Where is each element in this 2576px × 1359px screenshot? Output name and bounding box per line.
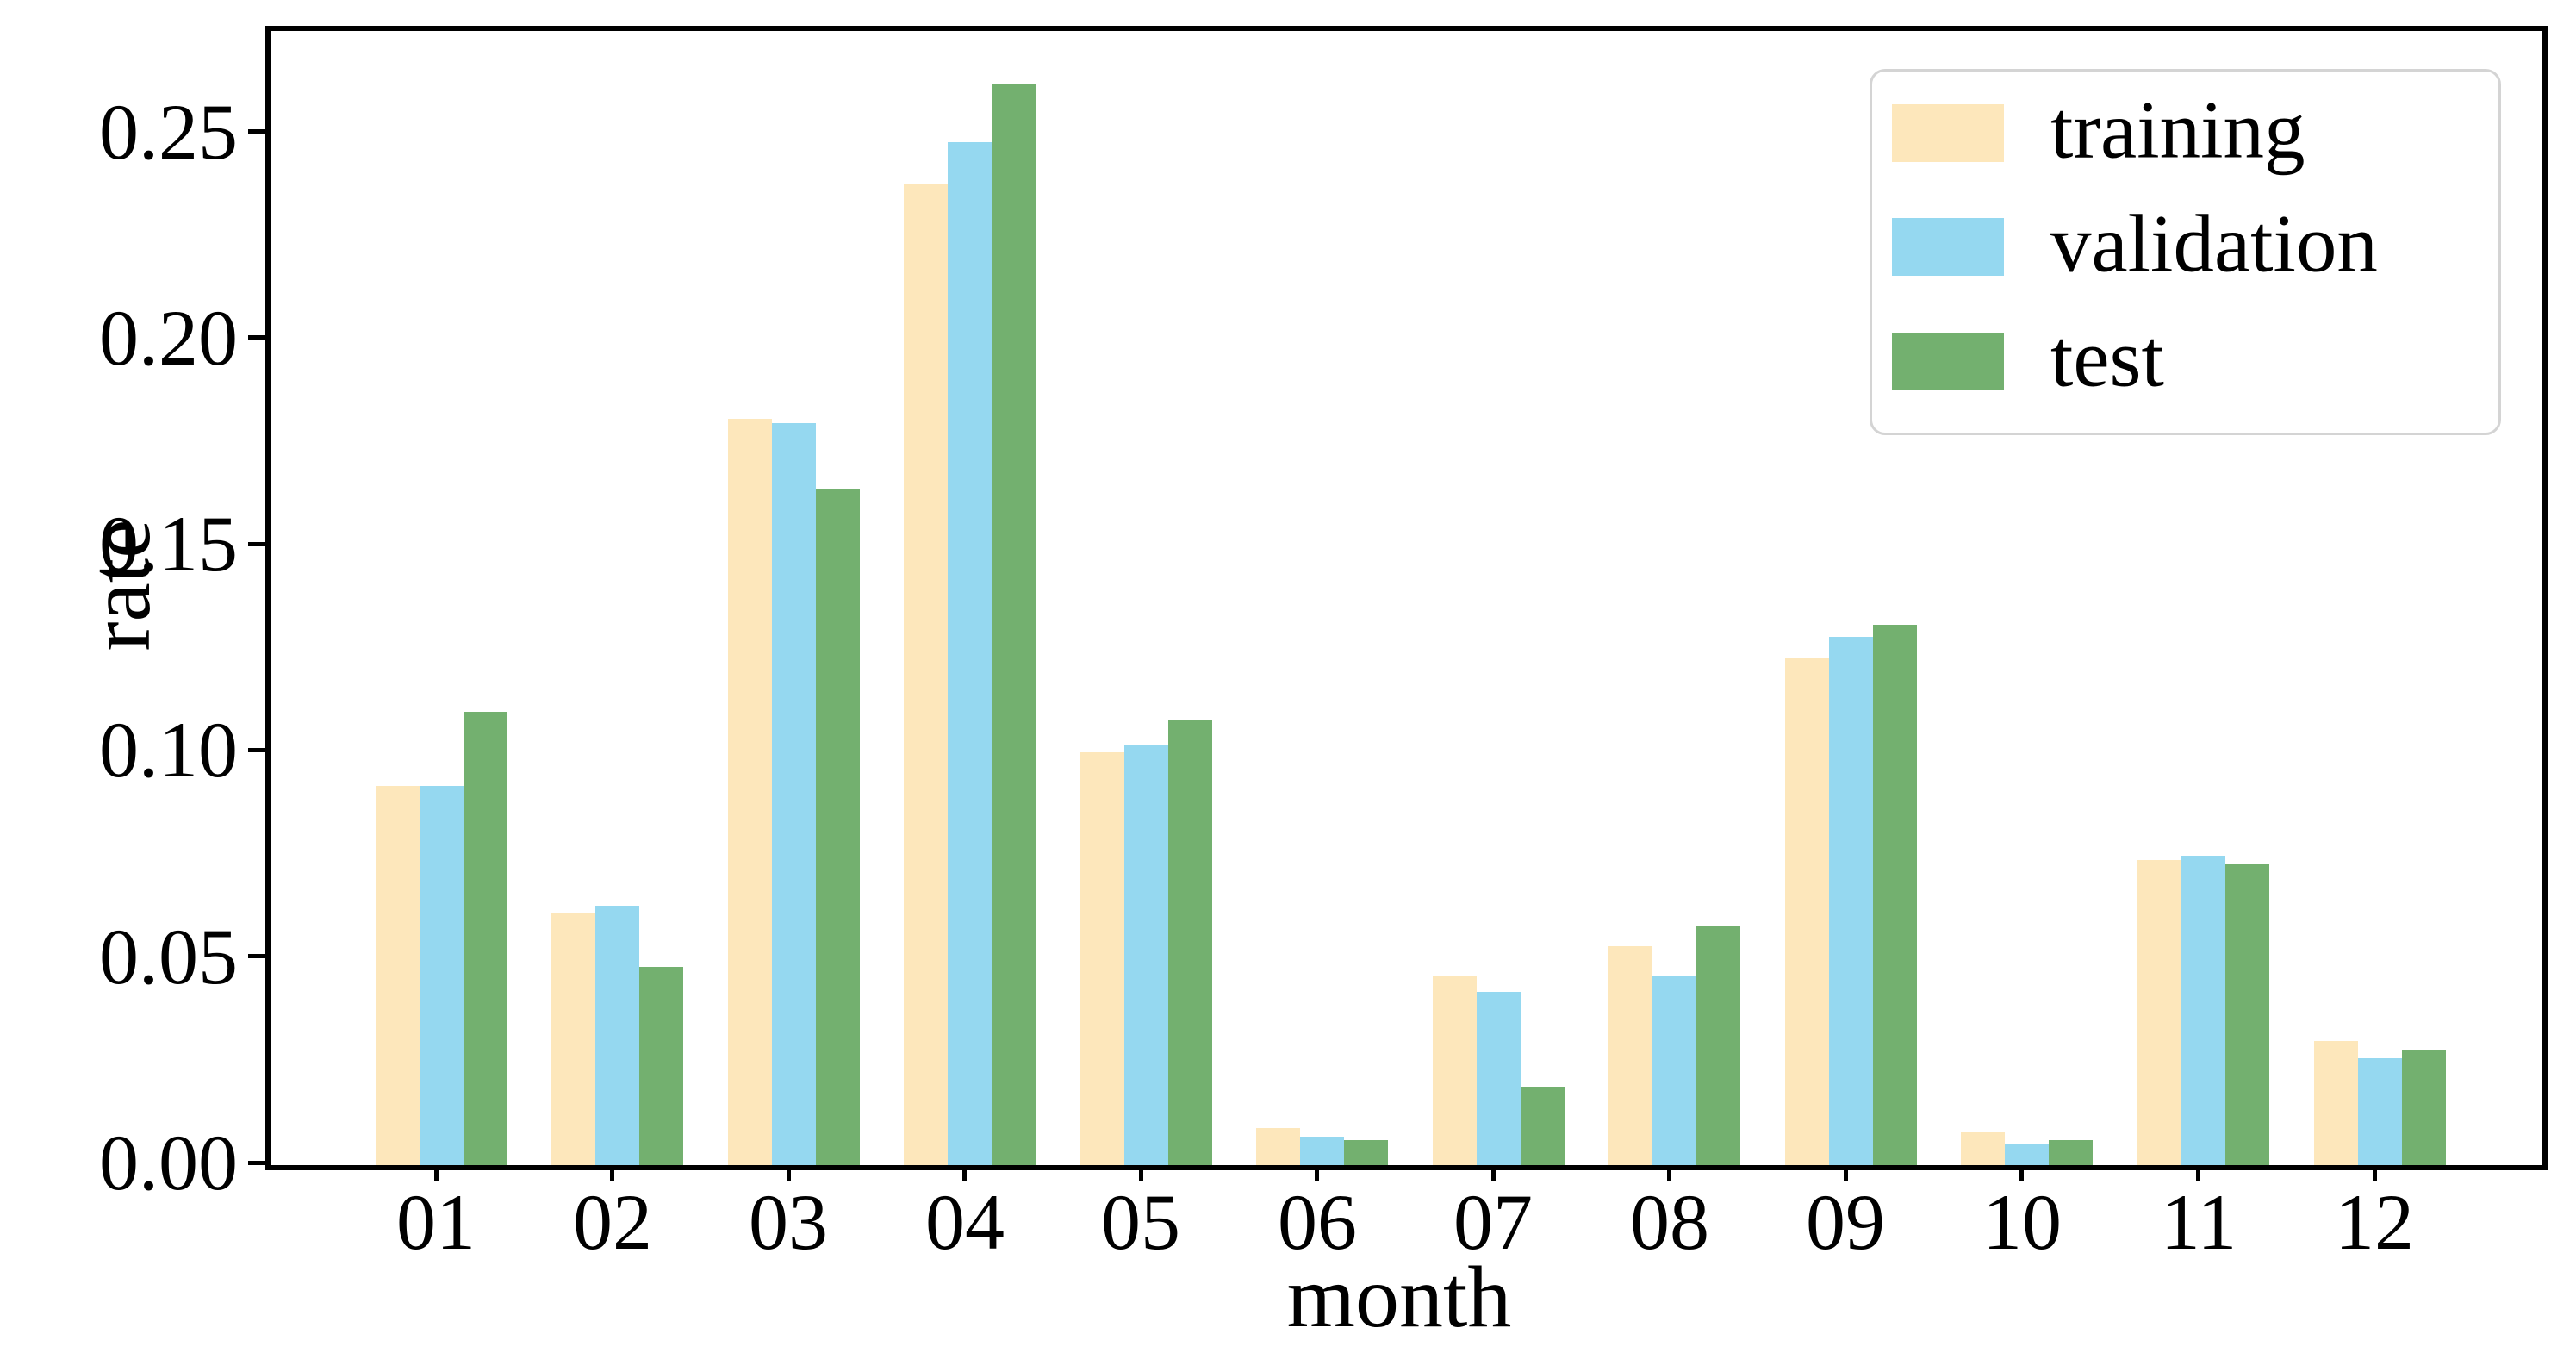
test-swatch bbox=[1892, 333, 2004, 390]
x-axis-title: month bbox=[1286, 1249, 1512, 1346]
bar-training-08 bbox=[1608, 946, 1653, 1165]
bar-training-06 bbox=[1256, 1128, 1301, 1165]
x-tick-label-08: 08 bbox=[1630, 1178, 1709, 1266]
y-tick-label: 0.15 bbox=[99, 500, 238, 588]
bar-training-09 bbox=[1784, 658, 1829, 1165]
x-tick-label-10: 10 bbox=[1982, 1178, 2062, 1266]
bar-training-10 bbox=[1961, 1132, 2006, 1165]
bar-training-02 bbox=[551, 913, 596, 1165]
x-tick-label-05: 05 bbox=[1101, 1178, 1180, 1266]
training-swatch bbox=[1892, 104, 2004, 162]
y-tick-mark bbox=[248, 748, 265, 752]
y-tick-mark bbox=[248, 954, 265, 958]
bar-training-12 bbox=[2313, 1041, 2358, 1165]
bar-training-11 bbox=[2137, 860, 2181, 1165]
x-tick-mark bbox=[1844, 1165, 1848, 1181]
bar-validation-11 bbox=[2181, 856, 2225, 1165]
legend-item-training: training bbox=[1872, 89, 2498, 171]
x-tick-label-03: 03 bbox=[749, 1178, 828, 1266]
x-tick-mark bbox=[1139, 1165, 1143, 1181]
y-tick-mark bbox=[248, 129, 265, 134]
x-tick-label-11: 11 bbox=[2160, 1178, 2237, 1266]
bar-test-07 bbox=[1520, 1087, 1565, 1165]
legend-label-validation: validation bbox=[2050, 197, 2378, 290]
y-axis-title: rate bbox=[72, 519, 169, 651]
bar-validation-09 bbox=[1828, 637, 1873, 1165]
bar-validation-03 bbox=[771, 423, 816, 1165]
y-tick-mark bbox=[248, 335, 265, 340]
bar-test-10 bbox=[2049, 1140, 2094, 1165]
validation-swatch bbox=[1892, 218, 2004, 276]
x-tick-mark bbox=[787, 1165, 791, 1181]
bar-validation-08 bbox=[1652, 976, 1697, 1165]
y-tick-label: 0.00 bbox=[99, 1119, 238, 1206]
bar-validation-12 bbox=[2357, 1058, 2402, 1165]
bar-test-03 bbox=[815, 489, 860, 1165]
x-tick-label-01: 01 bbox=[396, 1178, 476, 1266]
bar-training-07 bbox=[1432, 976, 1477, 1165]
x-tick-mark bbox=[1667, 1165, 1671, 1181]
y-tick-label: 0.10 bbox=[99, 706, 238, 794]
bar-training-03 bbox=[727, 419, 772, 1165]
legend-item-validation: validation bbox=[1872, 203, 2498, 284]
bar-test-11 bbox=[2225, 864, 2269, 1165]
bar-training-05 bbox=[1080, 752, 1124, 1165]
x-tick-mark bbox=[434, 1165, 439, 1181]
bar-validation-04 bbox=[948, 142, 992, 1165]
bar-validation-05 bbox=[1123, 745, 1168, 1165]
bar-validation-01 bbox=[419, 786, 464, 1165]
legend-item-test: test bbox=[1872, 317, 2498, 399]
x-tick-mark bbox=[2373, 1165, 2377, 1181]
bar-test-08 bbox=[1696, 926, 1741, 1165]
x-tick-mark bbox=[1491, 1165, 1496, 1181]
bar-test-05 bbox=[1167, 720, 1212, 1165]
legend-label-training: training bbox=[2050, 84, 2305, 176]
x-tick-label-04: 04 bbox=[925, 1178, 1005, 1266]
bar-validation-02 bbox=[595, 906, 640, 1165]
bar-test-04 bbox=[992, 84, 1036, 1165]
x-tick-mark bbox=[962, 1165, 967, 1181]
x-tick-label-02: 02 bbox=[573, 1178, 652, 1266]
bar-validation-06 bbox=[1300, 1137, 1345, 1165]
x-tick-label-12: 12 bbox=[2335, 1178, 2414, 1266]
y-tick-label: 0.20 bbox=[99, 294, 238, 382]
x-tick-mark bbox=[2196, 1165, 2200, 1181]
x-tick-mark bbox=[1315, 1165, 1319, 1181]
x-tick-mark bbox=[610, 1165, 614, 1181]
y-tick-label: 0.25 bbox=[99, 88, 238, 176]
bar-test-09 bbox=[1872, 625, 1917, 1165]
bar-test-01 bbox=[463, 712, 507, 1165]
bar-training-04 bbox=[904, 184, 949, 1165]
legend: training validation test bbox=[1870, 69, 2501, 435]
bar-validation-10 bbox=[2005, 1144, 2050, 1165]
bar-training-01 bbox=[375, 786, 420, 1165]
legend-label-test: test bbox=[2050, 312, 2164, 404]
x-tick-mark bbox=[2019, 1165, 2024, 1181]
x-tick-label-07: 07 bbox=[1453, 1178, 1533, 1266]
x-tick-label-09: 09 bbox=[1806, 1178, 1885, 1266]
x-tick-label-06: 06 bbox=[1278, 1178, 1357, 1266]
y-tick-mark bbox=[248, 542, 265, 546]
bar-test-06 bbox=[1344, 1140, 1389, 1165]
bar-validation-07 bbox=[1476, 992, 1521, 1165]
y-tick-label: 0.05 bbox=[99, 913, 238, 1001]
bar-test-12 bbox=[2401, 1050, 2446, 1165]
bar-test-02 bbox=[639, 967, 684, 1165]
y-tick-mark bbox=[248, 1161, 265, 1165]
